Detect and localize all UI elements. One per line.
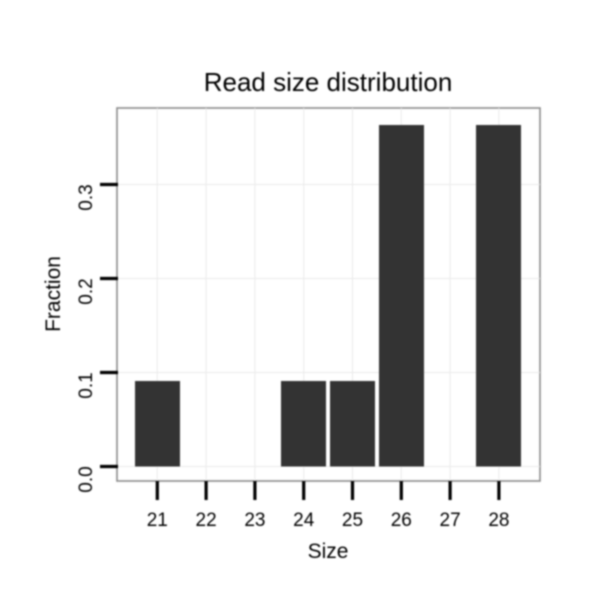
svg-text:0.2: 0.2 xyxy=(76,278,97,304)
svg-text:21: 21 xyxy=(147,510,168,531)
svg-text:Read size distribution: Read size distribution xyxy=(204,67,453,97)
svg-text:0.1: 0.1 xyxy=(76,372,97,398)
svg-text:28: 28 xyxy=(488,510,509,531)
svg-text:25: 25 xyxy=(342,510,363,531)
svg-text:0.3: 0.3 xyxy=(76,184,97,210)
svg-text:27: 27 xyxy=(440,510,461,531)
svg-text:26: 26 xyxy=(391,510,412,531)
svg-text:22: 22 xyxy=(196,510,217,531)
svg-text:24: 24 xyxy=(293,510,315,531)
svg-text:23: 23 xyxy=(244,510,265,531)
svg-text:Fraction: Fraction xyxy=(42,256,65,332)
svg-text:0.0: 0.0 xyxy=(76,466,97,492)
svg-text:Size: Size xyxy=(308,540,349,563)
